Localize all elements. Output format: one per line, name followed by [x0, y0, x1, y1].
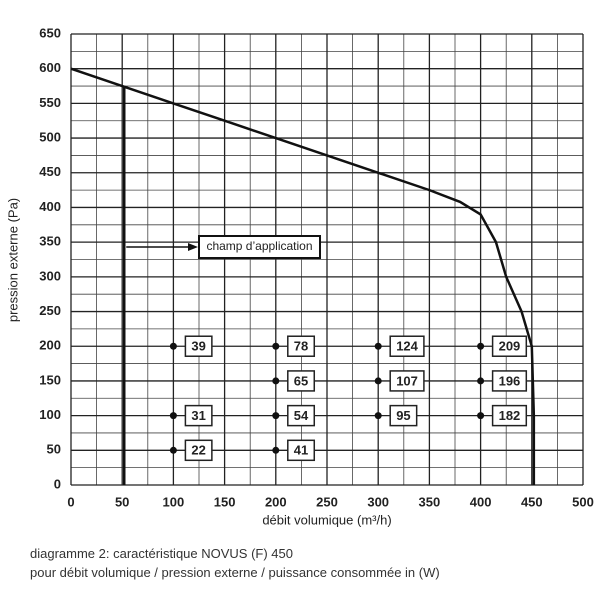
power-label: 54: [294, 408, 309, 423]
x-tick-label: 300: [367, 494, 389, 509]
power-label: 107: [396, 373, 418, 388]
operating-point: [477, 342, 485, 350]
y-tick-label: 200: [39, 338, 61, 353]
power-box: [389, 370, 425, 392]
y-tick-label: 300: [39, 268, 61, 283]
power-label: 124: [396, 339, 418, 354]
power-box: [287, 439, 316, 462]
y-tick-label: 100: [39, 407, 61, 422]
power-label: 209: [499, 339, 521, 354]
x-tick-label: 250: [316, 494, 338, 509]
operating-point: [374, 412, 382, 420]
y-tick-label: 0: [54, 476, 61, 491]
power-box: [184, 335, 213, 357]
x-tick-label: 150: [214, 494, 236, 509]
x-tick-label: 500: [572, 494, 594, 509]
x-tick-label: 400: [470, 494, 492, 509]
power-label: 196: [499, 373, 521, 388]
power-box: [491, 370, 528, 392]
x-tick-label: 200: [265, 494, 287, 509]
power-box: [287, 370, 316, 392]
power-label: 78: [294, 339, 308, 354]
power-box: [491, 335, 528, 357]
y-tick-label: 250: [39, 303, 61, 318]
annotation-box: [198, 235, 321, 259]
x-tick-label: 350: [419, 494, 441, 509]
x-tick-label: 0: [67, 494, 74, 509]
x-tick-label: 50: [115, 494, 129, 509]
power-label: 22: [191, 443, 205, 458]
y-tick-label: 650: [39, 25, 61, 40]
y-tick-label: 550: [39, 95, 61, 110]
y-tick-label: 450: [39, 164, 61, 179]
y-axis-label: pression externe (Pa): [5, 198, 20, 322]
power-box: [287, 335, 316, 357]
y-tick-label: 400: [39, 199, 61, 214]
x-tick-label: 100: [163, 494, 185, 509]
power-box: [389, 404, 418, 427]
caption: pour débit volumique / pression externe …: [30, 565, 440, 580]
operating-point: [477, 377, 485, 385]
operating-point: [272, 412, 280, 420]
power-label: 95: [396, 408, 410, 423]
operating-point: [272, 446, 280, 454]
annotation-label: champ d’application: [206, 239, 312, 253]
power-box: [287, 404, 316, 427]
x-axis-label: débit volumique (m³/h): [262, 512, 391, 527]
operating-point: [272, 342, 280, 350]
y-tick-label: 350: [39, 234, 61, 249]
fan-curve: [70, 67, 536, 485]
operating-point: [477, 412, 485, 420]
operating-point: [374, 377, 382, 385]
operating-point: [272, 377, 280, 385]
caption: diagramme 2: caractéristique NOVUS (F) 4…: [30, 546, 293, 561]
y-tick-label: 500: [39, 130, 61, 145]
operating-point: [169, 412, 177, 420]
y-tick-label: 150: [39, 372, 61, 387]
operating-point: [169, 342, 177, 350]
power-box: [389, 335, 425, 357]
arrow-head: [188, 243, 198, 251]
operating-point: [169, 446, 177, 454]
x-tick-label: 450: [521, 494, 543, 509]
power-label: 39: [191, 339, 205, 354]
power-label: 41: [294, 443, 308, 458]
power-box: [184, 404, 213, 427]
y-tick-label: 50: [47, 442, 61, 457]
power-label: 31: [191, 408, 205, 423]
power-box: [184, 439, 213, 462]
y-tick-label: 600: [39, 60, 61, 75]
power-label: 65: [294, 373, 308, 388]
power-label: 182: [499, 408, 521, 423]
power-box: [491, 404, 528, 427]
operating-point: [374, 342, 382, 350]
